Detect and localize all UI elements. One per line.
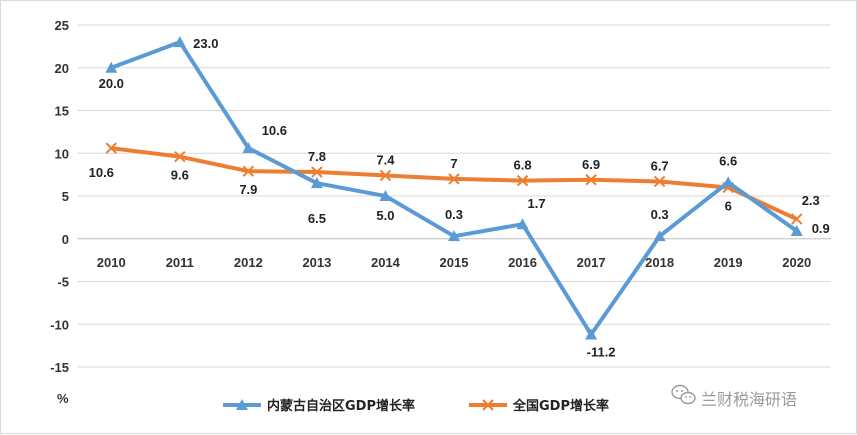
y-axis-unit-label: %: [57, 391, 69, 406]
data-label: 5.0: [376, 208, 394, 223]
data-labels: 20.0 23.0 10.6 6.5 5.0 0.3 1.7 -11.2 0.3 6.6 0.9 10…: [89, 36, 830, 359]
x-tick-label: 2019: [714, 255, 743, 270]
point-marker: [516, 174, 529, 187]
x-tick-label: 2010: [97, 255, 126, 270]
series-layer: [105, 36, 803, 340]
x-tick-label: 2011: [166, 255, 194, 270]
y-tick-label: -5: [57, 275, 69, 290]
x-tick-label: 2014: [371, 255, 401, 270]
point-marker: [174, 150, 186, 163]
point-marker: [311, 166, 323, 178]
point-marker: [310, 177, 323, 189]
data-label: 6.6: [719, 153, 737, 168]
x-tick-label: 2013: [302, 255, 331, 270]
legend-marker: [236, 399, 248, 410]
data-label: 0.3: [651, 207, 669, 222]
x-axis-ticks: 2010 2011 2012 2013 2014 2015 2016 2017 2018 2019…: [97, 255, 811, 270]
watermark: 兰财税海研语: [671, 384, 797, 409]
point-marker: [585, 328, 598, 340]
legend-marker: [482, 399, 494, 411]
data-label: 23.0: [193, 36, 218, 51]
point-marker: [105, 142, 117, 154]
legend-label: 内蒙古自治区GDP增长率: [267, 398, 415, 414]
data-label: 6.8: [514, 158, 532, 173]
data-label: 10.6: [89, 165, 114, 180]
x-tick-label: 2017: [577, 255, 606, 270]
point-marker: [653, 175, 666, 188]
point-marker: [379, 169, 392, 182]
point-marker: [653, 230, 666, 242]
y-tick-label: -15: [50, 360, 69, 375]
x-tick-label: 2018: [645, 255, 674, 270]
point-marker: [585, 174, 597, 186]
data-label: 0.3: [445, 207, 463, 222]
y-tick-label: 5: [62, 189, 69, 204]
point-marker: [791, 213, 803, 225]
data-label: 0.9: [812, 221, 830, 236]
data-label: 9.6: [171, 168, 189, 183]
x-tick-label: 2020: [782, 255, 811, 270]
y-tick-label: 20: [55, 61, 69, 76]
x-tick-label: 2015: [440, 255, 469, 270]
watermark-text: 兰财税海研语: [701, 390, 797, 409]
point-marker: [173, 36, 186, 48]
point-marker: [448, 230, 460, 242]
data-label: 7.8: [308, 149, 326, 164]
wechat-icon: [671, 384, 696, 405]
point-marker: [242, 142, 255, 154]
data-label: 10.6: [262, 123, 287, 138]
data-label: 7.4: [376, 152, 395, 167]
data-label: 20.0: [99, 76, 124, 91]
data-label: -11.2: [587, 345, 616, 360]
legend: 内蒙古自治区GDP增长率 全国GDP增长率: [223, 398, 609, 414]
y-tick-label: 15: [55, 104, 69, 119]
point-marker: [448, 173, 460, 185]
series-line-0: [110, 40, 798, 337]
data-label: 6.5: [308, 211, 326, 226]
y-tick-label: 10: [55, 146, 69, 161]
point-marker: [516, 218, 529, 230]
point-marker: [242, 165, 255, 177]
point-marker: [105, 61, 118, 73]
data-label: 2.3: [802, 193, 820, 208]
y-tick-label: 25: [55, 18, 69, 33]
point-marker: [722, 176, 735, 188]
data-label: 7.9: [239, 182, 257, 197]
y-tick-label: 0: [62, 232, 69, 247]
x-tick-label: 2012: [234, 255, 263, 270]
data-label: 6: [725, 198, 732, 213]
x-tick-label: 2016: [508, 255, 537, 270]
data-label: 6.7: [651, 158, 669, 173]
gridlines: [77, 24, 831, 368]
point-marker: [790, 225, 803, 237]
y-axis-ticks: 25 20 15 10 5 0 -5 -10 -15: [50, 18, 69, 375]
data-label: 7: [450, 156, 457, 171]
data-label: 6.9: [582, 157, 600, 172]
point-marker: [379, 190, 392, 201]
data-label: 1.7: [528, 196, 546, 211]
legend-label: 全国GDP增长率: [512, 398, 609, 414]
y-tick-label: -10: [50, 317, 69, 332]
